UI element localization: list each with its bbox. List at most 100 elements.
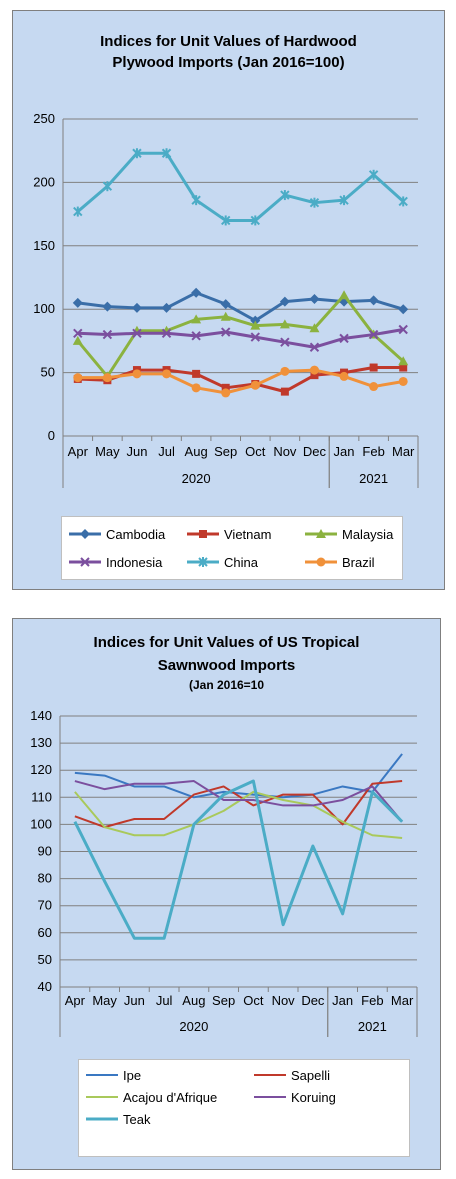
y-tick-label: 130 xyxy=(30,735,52,750)
series-line xyxy=(77,368,404,395)
data-point xyxy=(221,388,231,398)
x-tick-label: Jul xyxy=(156,993,173,1008)
data-point xyxy=(73,373,83,383)
legend-label: Teak xyxy=(123,1111,151,1127)
legend-item: China xyxy=(186,553,258,571)
data-point xyxy=(339,195,349,206)
data-point xyxy=(132,369,142,379)
legend-swatch xyxy=(85,1112,119,1126)
legend-swatch xyxy=(186,555,220,569)
legend-swatch xyxy=(186,527,220,541)
legend-item: Teak xyxy=(85,1110,150,1128)
y-tick-label: 140 xyxy=(30,708,52,723)
legend-swatch xyxy=(253,1090,287,1104)
legend-item: Brazil xyxy=(304,553,375,571)
data-point xyxy=(102,181,113,192)
x-tick-label: Jun xyxy=(124,993,145,1008)
series-line xyxy=(77,328,404,349)
data-point xyxy=(398,196,408,207)
data-point xyxy=(250,215,260,226)
legend-label: Ipe xyxy=(123,1067,142,1083)
x-tick-label: Jan xyxy=(334,444,355,459)
data-point xyxy=(280,387,289,396)
year-group-label: 2021 xyxy=(359,471,388,486)
data-point xyxy=(250,332,260,342)
y-tick-label: 80 xyxy=(38,871,52,886)
legend-marker xyxy=(80,529,90,539)
data-point xyxy=(250,315,261,326)
chart-legend: Ipe Sapelli Acajou d'Afrique Koruing Teak xyxy=(78,1059,410,1157)
legend-item: Vietnam xyxy=(186,525,271,543)
x-tick-label: Mar xyxy=(392,444,415,459)
data-point xyxy=(221,215,231,226)
x-tick-label: Jan xyxy=(332,993,353,1008)
x-tick-label: Oct xyxy=(243,993,264,1008)
data-point xyxy=(192,369,201,378)
data-point xyxy=(162,369,172,379)
legend-label: Malaysia xyxy=(342,526,394,542)
data-point xyxy=(398,304,409,315)
data-point xyxy=(161,328,172,338)
x-tick-label: Dec xyxy=(301,993,325,1008)
x-tick-label: Dec xyxy=(303,444,327,459)
data-point xyxy=(73,206,83,217)
data-point xyxy=(279,319,290,329)
legend-item: Sapelli xyxy=(253,1066,330,1084)
y-tick-label: 70 xyxy=(38,898,52,913)
data-point xyxy=(309,197,320,208)
chart-title: Indices for Unit Values of US Tropical S… xyxy=(13,631,440,693)
y-tick-label: 50 xyxy=(41,365,55,380)
data-point xyxy=(250,380,260,390)
plot-area: 0 50 100 150 200 250 2020 2021 Apr May Jun Jul Aug Se… xyxy=(33,111,419,488)
legend-label: Sapelli xyxy=(291,1067,331,1083)
legend-marker xyxy=(316,529,326,538)
chart-title-line2: Plywood Imports (Jan 2016=100) xyxy=(112,54,345,71)
legend-label: Cambodia xyxy=(106,526,166,542)
data-point xyxy=(221,383,230,392)
data-point xyxy=(399,363,408,372)
x-tick-label: May xyxy=(92,993,117,1008)
legend-swatch xyxy=(253,1068,287,1082)
data-point xyxy=(369,382,379,392)
x-tick-label: Apr xyxy=(65,993,86,1008)
data-point xyxy=(250,320,261,330)
data-point xyxy=(280,366,290,376)
data-point xyxy=(368,295,379,306)
legend-item: Koruing xyxy=(253,1088,336,1106)
y-tick-label: 0 xyxy=(48,428,55,443)
data-point xyxy=(309,294,320,305)
legend-swatch xyxy=(304,555,338,569)
series-line xyxy=(74,790,403,839)
chart-title-line2: Sawnwood Imports xyxy=(157,657,296,674)
data-point xyxy=(221,327,231,337)
y-tick-label: 100 xyxy=(33,301,55,316)
legend-label: Vietnam xyxy=(224,526,272,542)
data-point xyxy=(161,302,172,313)
chart-title-line1: Indices for Unit Values of Hardwood xyxy=(100,33,357,50)
data-point xyxy=(368,169,379,180)
x-tick-label: Jun xyxy=(126,444,147,459)
y-tick-label: 60 xyxy=(38,925,52,940)
data-point xyxy=(191,314,202,324)
y-tick-label: 200 xyxy=(33,174,55,189)
legend-item: Indonesia xyxy=(68,553,162,571)
legend-item: Ipe xyxy=(85,1066,141,1084)
legend-swatch xyxy=(68,527,102,541)
y-tick-label: 90 xyxy=(38,844,52,859)
data-point xyxy=(398,356,409,366)
series-line xyxy=(73,779,404,940)
data-point xyxy=(191,383,201,393)
year-group-label: 2020 xyxy=(179,1019,208,1034)
data-point xyxy=(398,376,408,386)
legend-item: Cambodia xyxy=(68,525,165,543)
data-point xyxy=(131,302,142,313)
legend-label: Koruing xyxy=(291,1089,336,1105)
legend-label: Indonesia xyxy=(106,554,163,570)
data-point xyxy=(102,301,113,312)
legend-item: Malaysia xyxy=(304,525,393,543)
y-tick-label: 50 xyxy=(38,952,52,967)
data-point xyxy=(220,299,231,310)
legend-marker xyxy=(199,530,207,538)
legend-swatch xyxy=(85,1090,119,1104)
data-point xyxy=(191,331,201,341)
